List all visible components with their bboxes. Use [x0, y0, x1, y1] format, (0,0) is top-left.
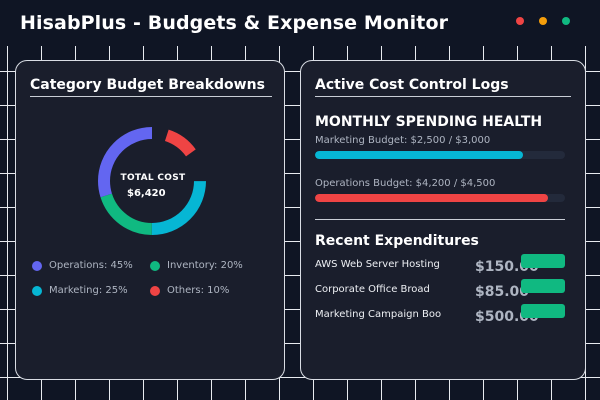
section-divider — [315, 219, 565, 220]
cost-control-panel: Active Cost Control Logs MONTHLY SPENDIN… — [300, 60, 586, 380]
spending-health-title: MONTHLY SPENDING HEALTH — [315, 114, 543, 130]
window-controls — [516, 17, 570, 25]
operations-budget-bar — [315, 194, 565, 202]
close-dot-icon[interactable] — [516, 17, 524, 25]
breakdown-title: Category Budget Breakdowns — [30, 77, 272, 97]
expenditure-name: Marketing Campaign Boo — [315, 309, 442, 320]
legend-label: Marketing: 25% — [49, 285, 128, 296]
expenditure-status-badge[interactable] — [521, 279, 565, 293]
expenditure-row[interactable]: Marketing Campaign Boo $500.00 — [315, 304, 571, 327]
operations-budget-label: Operations Budget: $4,200 / $4,500 — [315, 178, 496, 189]
logs-title: Active Cost Control Logs — [315, 77, 571, 97]
recent-expenditures-title: Recent Expenditures — [315, 233, 479, 249]
expenditure-row[interactable]: AWS Web Server Hosting $150.00 — [315, 254, 571, 277]
legend-dot-icon — [32, 260, 42, 271]
app-title: HisabPlus - Budgets & Expense Monitor — [20, 12, 449, 34]
budget-donut-chart — [98, 127, 206, 235]
legend-item-inventory: Inventory: 20% — [150, 260, 243, 271]
legend-dot-icon — [32, 285, 42, 296]
legend-label: Others: 10% — [167, 285, 230, 296]
legend-item-marketing: Marketing: 25% — [32, 285, 128, 296]
category-breakdown-panel: Category Budget Breakdowns TOTAL COST $6… — [15, 60, 285, 380]
total-cost-label: TOTAL COST — [120, 173, 186, 183]
legend-label: Inventory: 20% — [167, 260, 243, 271]
expenditure-name: AWS Web Server Hosting — [315, 259, 440, 270]
operations-budget-fill — [315, 194, 548, 202]
marketing-budget-label: Marketing Budget: $2,500 / $3,000 — [315, 135, 491, 146]
expenditure-status-badge[interactable] — [521, 304, 565, 318]
legend-label: Operations: 45% — [49, 260, 133, 271]
app-header: HisabPlus - Budgets & Expense Monitor — [0, 0, 600, 46]
maximize-dot-icon[interactable] — [562, 17, 570, 25]
legend-dot-icon — [150, 260, 160, 271]
legend-dot-icon — [150, 285, 160, 296]
donut-slice-marketing — [98, 127, 206, 235]
expenditure-row[interactable]: Corporate Office Broad $85.00 — [315, 279, 571, 302]
legend-item-operations: Operations: 45% — [32, 260, 133, 271]
marketing-budget-bar — [315, 151, 565, 159]
minimize-dot-icon[interactable] — [539, 17, 547, 25]
marketing-budget-fill — [315, 151, 523, 159]
legend-item-others: Others: 10% — [150, 285, 229, 296]
expenditure-status-badge[interactable] — [521, 254, 565, 268]
total-cost-value: $6,420 — [127, 188, 166, 199]
expenditure-name: Corporate Office Broad — [315, 284, 430, 295]
donut-slice-operations — [98, 127, 206, 235]
expenditure-amount: $85.00 — [475, 284, 530, 300]
